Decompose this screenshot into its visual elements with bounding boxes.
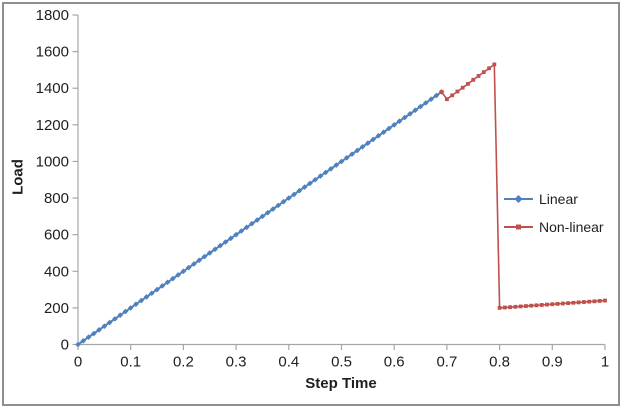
x-tick-label: 0.1 — [120, 354, 141, 371]
y-tick-label: 1000 — [36, 153, 69, 170]
series-linear — [75, 89, 445, 348]
x-axis-title: Step Time — [305, 375, 377, 392]
x-tick-label: 0.9 — [542, 354, 563, 371]
y-tick-label: 400 — [44, 263, 69, 280]
x-tick-label: 0 — [74, 354, 82, 371]
y-tick-label: 1200 — [36, 117, 69, 134]
y-axis-ticks: 0 200 400 600 800 1000 1200 1400 1600 1800 — [36, 7, 78, 354]
x-tick-label: 0.6 — [384, 354, 405, 371]
legend: Linear Non-linear — [503, 187, 604, 243]
legend-label-non-linear: Non-linear — [539, 218, 604, 235]
y-axis-title: Load — [9, 159, 27, 195]
x-tick-label: 0.5 — [331, 354, 352, 371]
legend-item-non-linear: Non-linear — [503, 215, 604, 238]
y-tick-label: 800 — [44, 190, 69, 207]
x-axis-ticks: 0 0.1 0.2 0.3 0.4 0.5 0.6 0.7 0.8 0.9 1 — [74, 344, 609, 371]
y-tick-label: 1800 — [36, 7, 69, 24]
axes — [77, 15, 605, 346]
y-tick-label: 600 — [44, 227, 69, 244]
y-tick-label: 0 — [61, 337, 69, 354]
y-tick-label: 1400 — [36, 80, 69, 97]
x-tick-label: 0.4 — [278, 354, 299, 371]
x-tick-label: 0.2 — [173, 354, 194, 371]
y-tick-label: 1600 — [36, 44, 69, 61]
non-linear-series-marker-icon — [504, 224, 533, 229]
x-tick-label: 0.7 — [436, 354, 457, 371]
y-tick-label: 200 — [44, 300, 69, 317]
series-non-linear — [439, 62, 607, 310]
x-tick-label: 0.3 — [226, 354, 247, 371]
legend-item-linear: Linear — [503, 187, 604, 210]
legend-label-linear: Linear — [539, 190, 578, 207]
x-tick-label: 1 — [601, 354, 609, 371]
linear-series-marker-icon — [504, 194, 533, 203]
x-tick-label: 0.8 — [489, 354, 510, 371]
